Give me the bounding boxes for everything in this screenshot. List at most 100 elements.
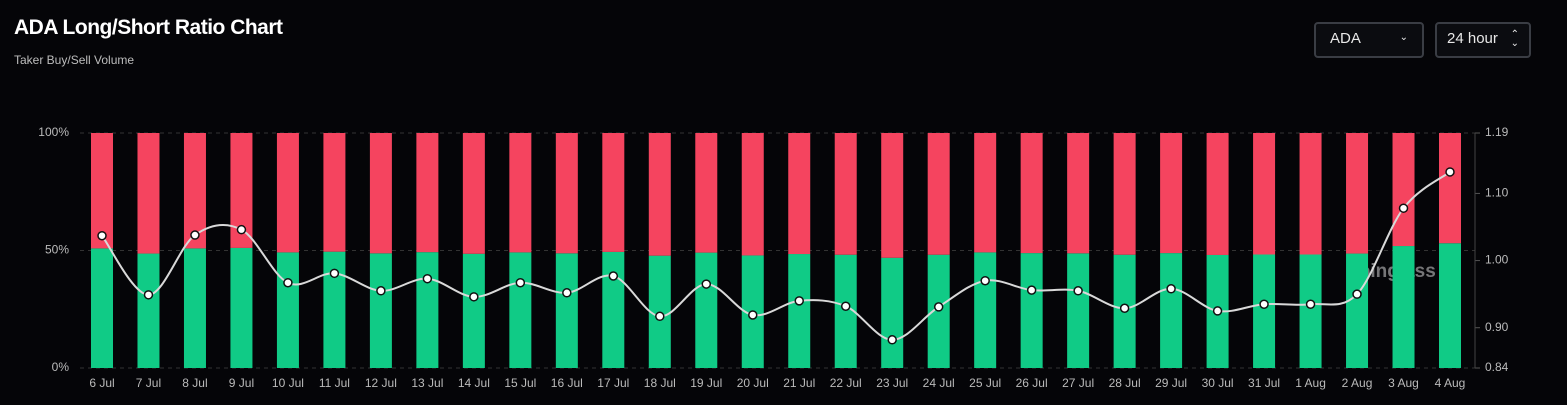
bar bbox=[648, 255, 671, 368]
x-tick-label: 11 Jul bbox=[319, 376, 350, 390]
bar bbox=[1392, 133, 1415, 247]
x-tick-label: 28 Jul bbox=[1109, 376, 1141, 390]
x-tick-label: 21 Jul bbox=[783, 376, 815, 390]
ratio-point bbox=[190, 230, 200, 240]
ratio-point bbox=[376, 286, 386, 296]
bar bbox=[1067, 133, 1090, 254]
bar bbox=[1299, 133, 1322, 255]
x-tick-label: 12 Jul bbox=[365, 376, 397, 390]
x-tick-label: 4 Aug bbox=[1435, 376, 1466, 390]
interval-select[interactable]: 24 hour ⌃ ⌄ bbox=[1435, 22, 1531, 58]
bar bbox=[1439, 243, 1461, 368]
ratio-point bbox=[283, 277, 293, 288]
ratio-point bbox=[1305, 299, 1316, 309]
bar bbox=[230, 133, 253, 248]
bar bbox=[834, 133, 857, 255]
ratio-line bbox=[101, 171, 1451, 341]
ratio-point bbox=[701, 279, 712, 289]
ratio-point bbox=[236, 224, 247, 235]
bar bbox=[881, 257, 904, 368]
ratio-point bbox=[980, 275, 990, 286]
bar bbox=[1392, 246, 1415, 368]
x-tick-label: 30 Jul bbox=[1202, 376, 1234, 390]
ratio-point bbox=[97, 230, 107, 241]
bar bbox=[1160, 253, 1183, 368]
bar bbox=[462, 133, 485, 254]
ratio-point bbox=[143, 290, 154, 300]
bar bbox=[555, 253, 578, 368]
bar bbox=[276, 133, 299, 253]
x-tick-label: 15 Jul bbox=[504, 376, 536, 390]
x-tick-label: 3 Aug bbox=[1388, 376, 1419, 390]
ratio-point bbox=[794, 296, 804, 306]
x-tick-label: 24 Jul bbox=[923, 376, 955, 390]
y-tick-label: 0% bbox=[52, 360, 70, 374]
x-tick-label: 2 Aug bbox=[1342, 376, 1373, 390]
y-tick-label: 100% bbox=[38, 125, 69, 139]
bar bbox=[230, 247, 253, 368]
x-tick-label: 23 Jul bbox=[876, 376, 908, 390]
x-tick-label: 14 Jul bbox=[458, 376, 490, 390]
bar bbox=[1439, 133, 1461, 244]
watermark: coinglass bbox=[1348, 261, 1436, 282]
bar bbox=[509, 252, 532, 368]
ratio-point bbox=[1073, 286, 1083, 296]
ratio-point bbox=[1259, 299, 1269, 309]
y2-tick-label: 0.90 bbox=[1485, 320, 1509, 334]
bar bbox=[881, 133, 904, 258]
bar bbox=[137, 253, 160, 368]
ratio-point bbox=[562, 288, 572, 298]
bar bbox=[1206, 254, 1229, 368]
bar bbox=[1020, 253, 1043, 368]
bar bbox=[276, 252, 299, 368]
x-tick-label: 17 Jul bbox=[597, 376, 629, 390]
bar bbox=[462, 253, 485, 368]
bar bbox=[323, 251, 346, 368]
ratio-point bbox=[329, 268, 340, 279]
bar bbox=[1067, 253, 1090, 368]
x-tick-label: 20 Jul bbox=[737, 376, 769, 390]
y2-tick-label: 1.00 bbox=[1485, 253, 1509, 267]
x-tick-label: 29 Jul bbox=[1155, 376, 1187, 390]
bar bbox=[369, 133, 392, 254]
x-tick-label: 8 Jul bbox=[182, 376, 207, 390]
bar bbox=[695, 252, 718, 368]
y-tick-label: 50% bbox=[45, 243, 69, 257]
ratio-point bbox=[748, 310, 758, 320]
symbol-select[interactable]: ADA ⌄ bbox=[1314, 22, 1424, 58]
ratio-point bbox=[840, 301, 851, 311]
x-tick-label: 13 Jul bbox=[411, 376, 443, 390]
interval-value: 24 hour bbox=[1447, 30, 1498, 47]
x-tick-label: 9 Jul bbox=[229, 376, 254, 390]
bar bbox=[602, 133, 625, 252]
y2-tick-label: 0.84 bbox=[1485, 360, 1509, 374]
bar bbox=[416, 133, 439, 253]
bar bbox=[1346, 133, 1369, 254]
ratio-point bbox=[887, 335, 897, 345]
bar bbox=[183, 248, 206, 368]
ratio-point bbox=[469, 292, 479, 302]
bar bbox=[927, 133, 950, 255]
ratio-point bbox=[933, 302, 944, 312]
bar bbox=[1253, 254, 1276, 368]
ratio-point bbox=[608, 271, 619, 281]
ratio-point bbox=[1119, 303, 1130, 313]
bar bbox=[695, 133, 718, 253]
x-tick-label: 6 Jul bbox=[89, 376, 114, 390]
caret: ⌃ ⌄ bbox=[1510, 29, 1519, 49]
bar bbox=[927, 254, 950, 368]
bar bbox=[555, 133, 578, 254]
bar bbox=[183, 133, 206, 249]
x-tick-label: 22 Jul bbox=[830, 376, 862, 390]
bar bbox=[416, 252, 439, 368]
caret: ⌄ bbox=[1399, 32, 1408, 43]
bar bbox=[91, 248, 113, 368]
symbol-value: ADA bbox=[1330, 30, 1361, 47]
bar bbox=[788, 254, 811, 368]
bar bbox=[91, 133, 113, 249]
ratio-point bbox=[422, 273, 433, 284]
subtitle: Taker Buy/Sell Volume bbox=[14, 53, 135, 67]
ratio-point bbox=[1445, 167, 1455, 177]
